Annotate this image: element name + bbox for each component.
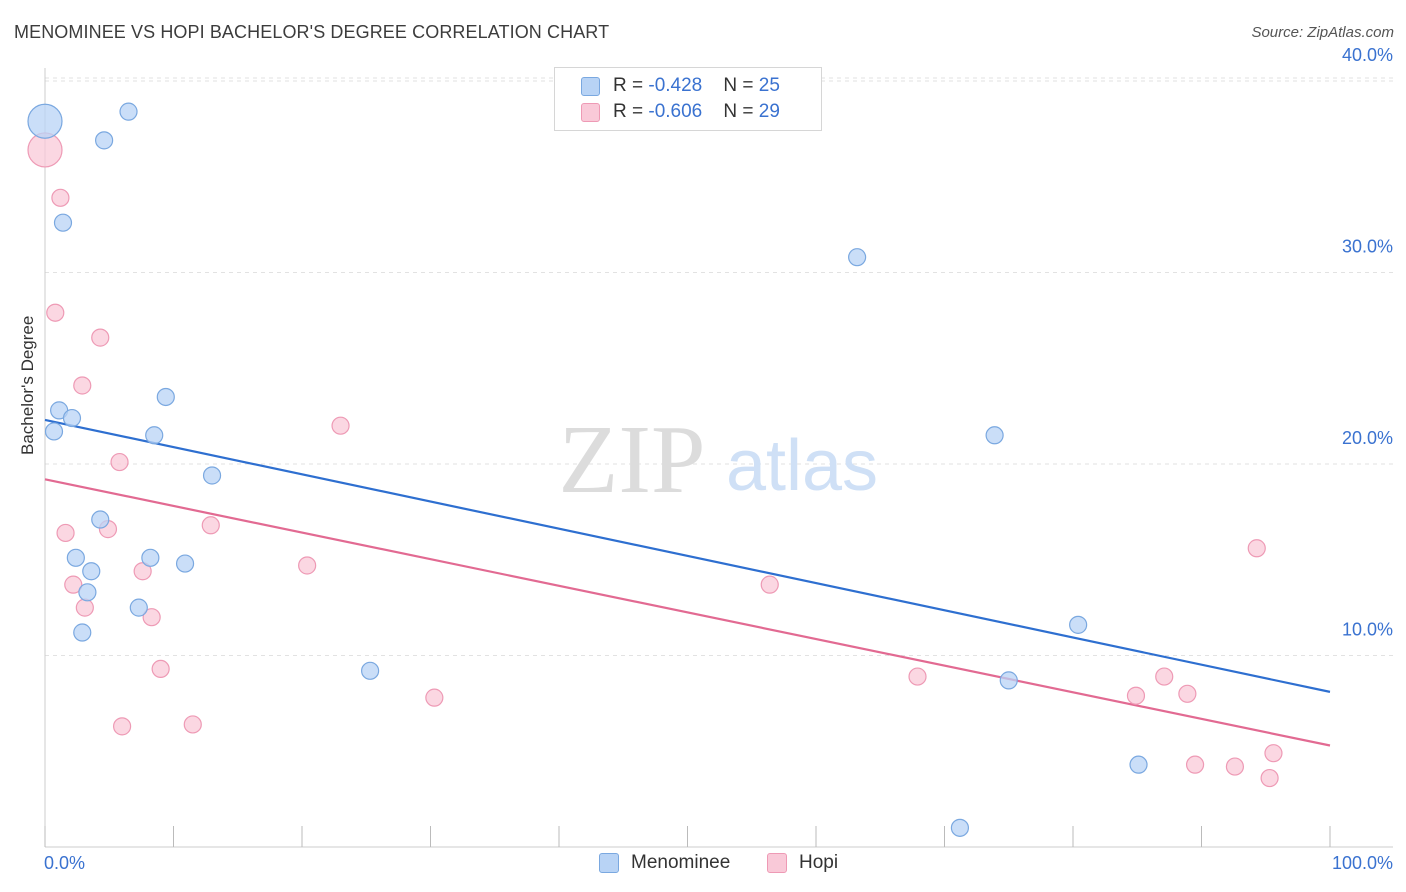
legend-menominee-r-label: R = [613, 75, 649, 96]
y-axis-label: Bachelor's Degree [18, 315, 37, 455]
legend-hopi-n-value: 29 [758, 101, 780, 122]
menominee-point-7 [62, 408, 82, 428]
hopi-point-18 [908, 667, 927, 686]
menominee-point-13 [66, 548, 85, 567]
y-tick-label-20: 20.0% [1342, 428, 1393, 448]
legend-menominee-text: R = -0.428 N = 25 [613, 75, 780, 97]
menominee-point-14 [141, 548, 160, 567]
hopi-point-15 [142, 608, 161, 627]
watermark-atlas: atlas [726, 426, 878, 506]
menominee-point-4 [848, 248, 867, 267]
menominee-point-12 [91, 510, 110, 529]
hopi-point-7 [56, 523, 75, 543]
hopi-point-17 [151, 659, 170, 679]
hopi-point-14 [75, 598, 94, 617]
hopi-point-20 [425, 688, 444, 707]
hopi-point-2 [46, 303, 65, 322]
hopi-point-6 [110, 452, 129, 472]
hopi-point-23 [112, 717, 132, 736]
hopi-point-24 [183, 715, 202, 734]
menominee-point-1 [119, 102, 138, 121]
hopi-point-26 [1185, 755, 1205, 774]
axis-layer [44, 68, 1393, 848]
hopi-point-3 [91, 328, 110, 347]
hopi-point-9 [201, 516, 220, 535]
x-tick-label-end: 100.0% [1332, 853, 1393, 873]
menominee-point-24 [950, 818, 970, 837]
menominee-swatch [581, 77, 600, 96]
hopi-point-16 [1247, 539, 1266, 558]
menominee-point-11 [202, 466, 222, 485]
menominee-point-23 [1129, 755, 1148, 774]
hopi-point-21 [1126, 686, 1146, 705]
points-layer [27, 102, 1283, 837]
bottom-hopi-label: Hopi [799, 852, 839, 873]
legend-menominee-r-value: -0.428 [648, 75, 703, 96]
hopi-point-28 [1260, 768, 1279, 788]
watermark: ZIP atlas [559, 406, 879, 514]
menominee-point-22 [999, 671, 1018, 690]
grid-layer [45, 77, 1394, 656]
menominee-point-5 [156, 387, 175, 407]
legend-hopi-r-label: R = [613, 101, 649, 122]
menominee-point-21 [361, 661, 380, 680]
hopi-point-5 [331, 416, 350, 435]
bottom-menominee-label: Menominee [631, 852, 731, 873]
menominee-point-18 [129, 598, 148, 617]
bottom-hopi-swatch [767, 853, 787, 873]
menominee-point-16 [175, 554, 195, 573]
legend-box: R = -0.428 N = 25 R = -0.606 N = 29 [554, 67, 822, 131]
source-label: Source: ZipAtlas.com [1251, 24, 1394, 41]
menominee-point-3 [53, 213, 73, 232]
hopi-point-1 [51, 188, 70, 207]
menominee-trend-line [44, 418, 1331, 693]
hopi-point-22 [1178, 684, 1197, 703]
y-tick-label-30: 30.0% [1342, 237, 1393, 257]
legend-hopi-text: R = -0.606 N = 29 [613, 101, 780, 123]
menominee-point-15 [82, 562, 101, 581]
chart-title: MENOMINEE VS HOPI BACHELOR'S DEGREE CORR… [14, 22, 610, 42]
hopi-point-13 [760, 575, 779, 594]
menominee-point-20 [1069, 615, 1088, 634]
hopi-swatch [581, 103, 600, 122]
menominee-point-19 [73, 623, 92, 642]
hopi-point-27 [1225, 757, 1245, 776]
trend-layer [44, 418, 1331, 747]
hopi-trend-line [44, 478, 1331, 747]
menominee-point-0 [27, 103, 63, 139]
legend-hopi-n-label: N = [723, 101, 759, 122]
hopi-point-11 [133, 562, 152, 581]
watermark-zip: ZIP [559, 406, 706, 514]
menominee-point-2 [95, 131, 114, 150]
hopi-point-25 [1264, 744, 1283, 763]
menominee-point-17 [78, 583, 97, 602]
legend-hopi-r-value: -0.606 [648, 101, 703, 122]
hopi-point-4 [73, 376, 92, 395]
hopi-point-10 [298, 556, 317, 575]
y-tick-label-10: 10.0% [1342, 620, 1393, 640]
y-tick-label-40: 40.0% [1342, 45, 1393, 65]
menominee-point-9 [145, 426, 164, 445]
bottom-menominee-swatch [599, 853, 619, 873]
hopi-point-19 [1155, 667, 1174, 686]
x-tick-label-start: 0.0% [44, 853, 85, 873]
hopi-point-12 [64, 575, 83, 594]
menominee-point-8 [44, 422, 64, 441]
tick-label-layer: 10.0% 20.0% 30.0% 40.0% 0.0% 100.0% [44, 45, 1393, 873]
menominee-point-10 [985, 426, 1004, 445]
legend-menominee-n-label: N = [723, 75, 759, 96]
legend-menominee-n-value: 25 [758, 75, 780, 96]
